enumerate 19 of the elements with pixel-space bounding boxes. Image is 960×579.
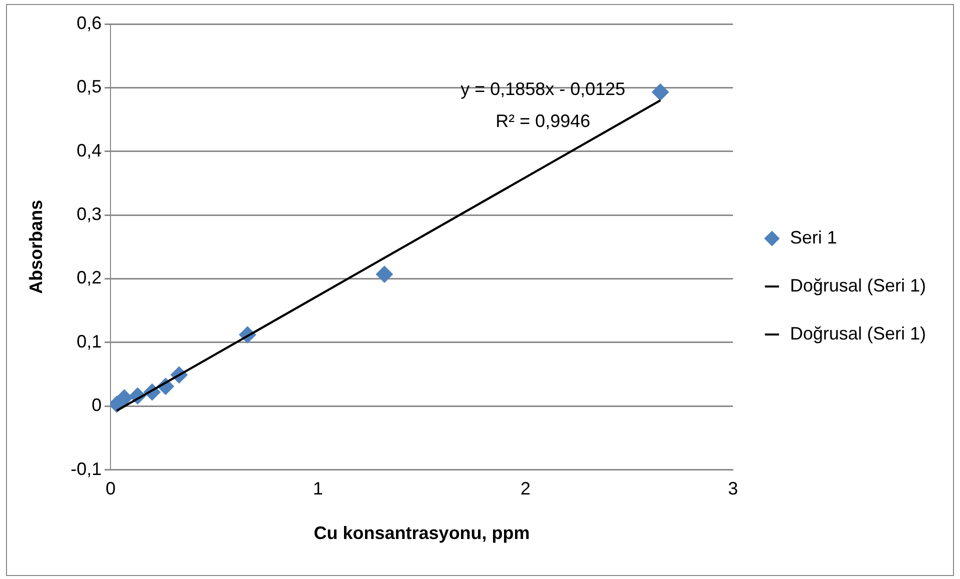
x-tick-label: 3 bbox=[728, 478, 738, 499]
y-tick-label: 0,6 bbox=[76, 12, 102, 33]
annotation: R² = 0,9946 bbox=[496, 110, 590, 131]
y-tick-label: 0,5 bbox=[76, 76, 102, 97]
x-tick-label: 2 bbox=[520, 478, 531, 499]
y-tick-label: 0 bbox=[92, 395, 102, 416]
annotation: y = 0,1858x - 0,0125 bbox=[460, 78, 626, 99]
y-axis-title: Absorbans bbox=[26, 200, 46, 294]
y-tick-label: -0,1 bbox=[70, 458, 102, 479]
y-tick-label: 0,3 bbox=[76, 204, 102, 224]
y-tick-label: 0,2 bbox=[76, 268, 102, 288]
legend-label: Doğrusal (Seri 1) bbox=[790, 323, 926, 344]
y-tick-label: 0,1 bbox=[76, 331, 102, 352]
y-tick-label: 0,4 bbox=[76, 140, 102, 160]
legend-label: Seri 1 bbox=[790, 227, 837, 248]
x-axis-title: Cu konsantrasyonu, ppm bbox=[314, 523, 530, 544]
x-tick-label: 0 bbox=[106, 478, 116, 499]
legend-label: Doğrusal (Seri 1) bbox=[790, 275, 926, 296]
x-tick-label: 1 bbox=[313, 478, 324, 499]
